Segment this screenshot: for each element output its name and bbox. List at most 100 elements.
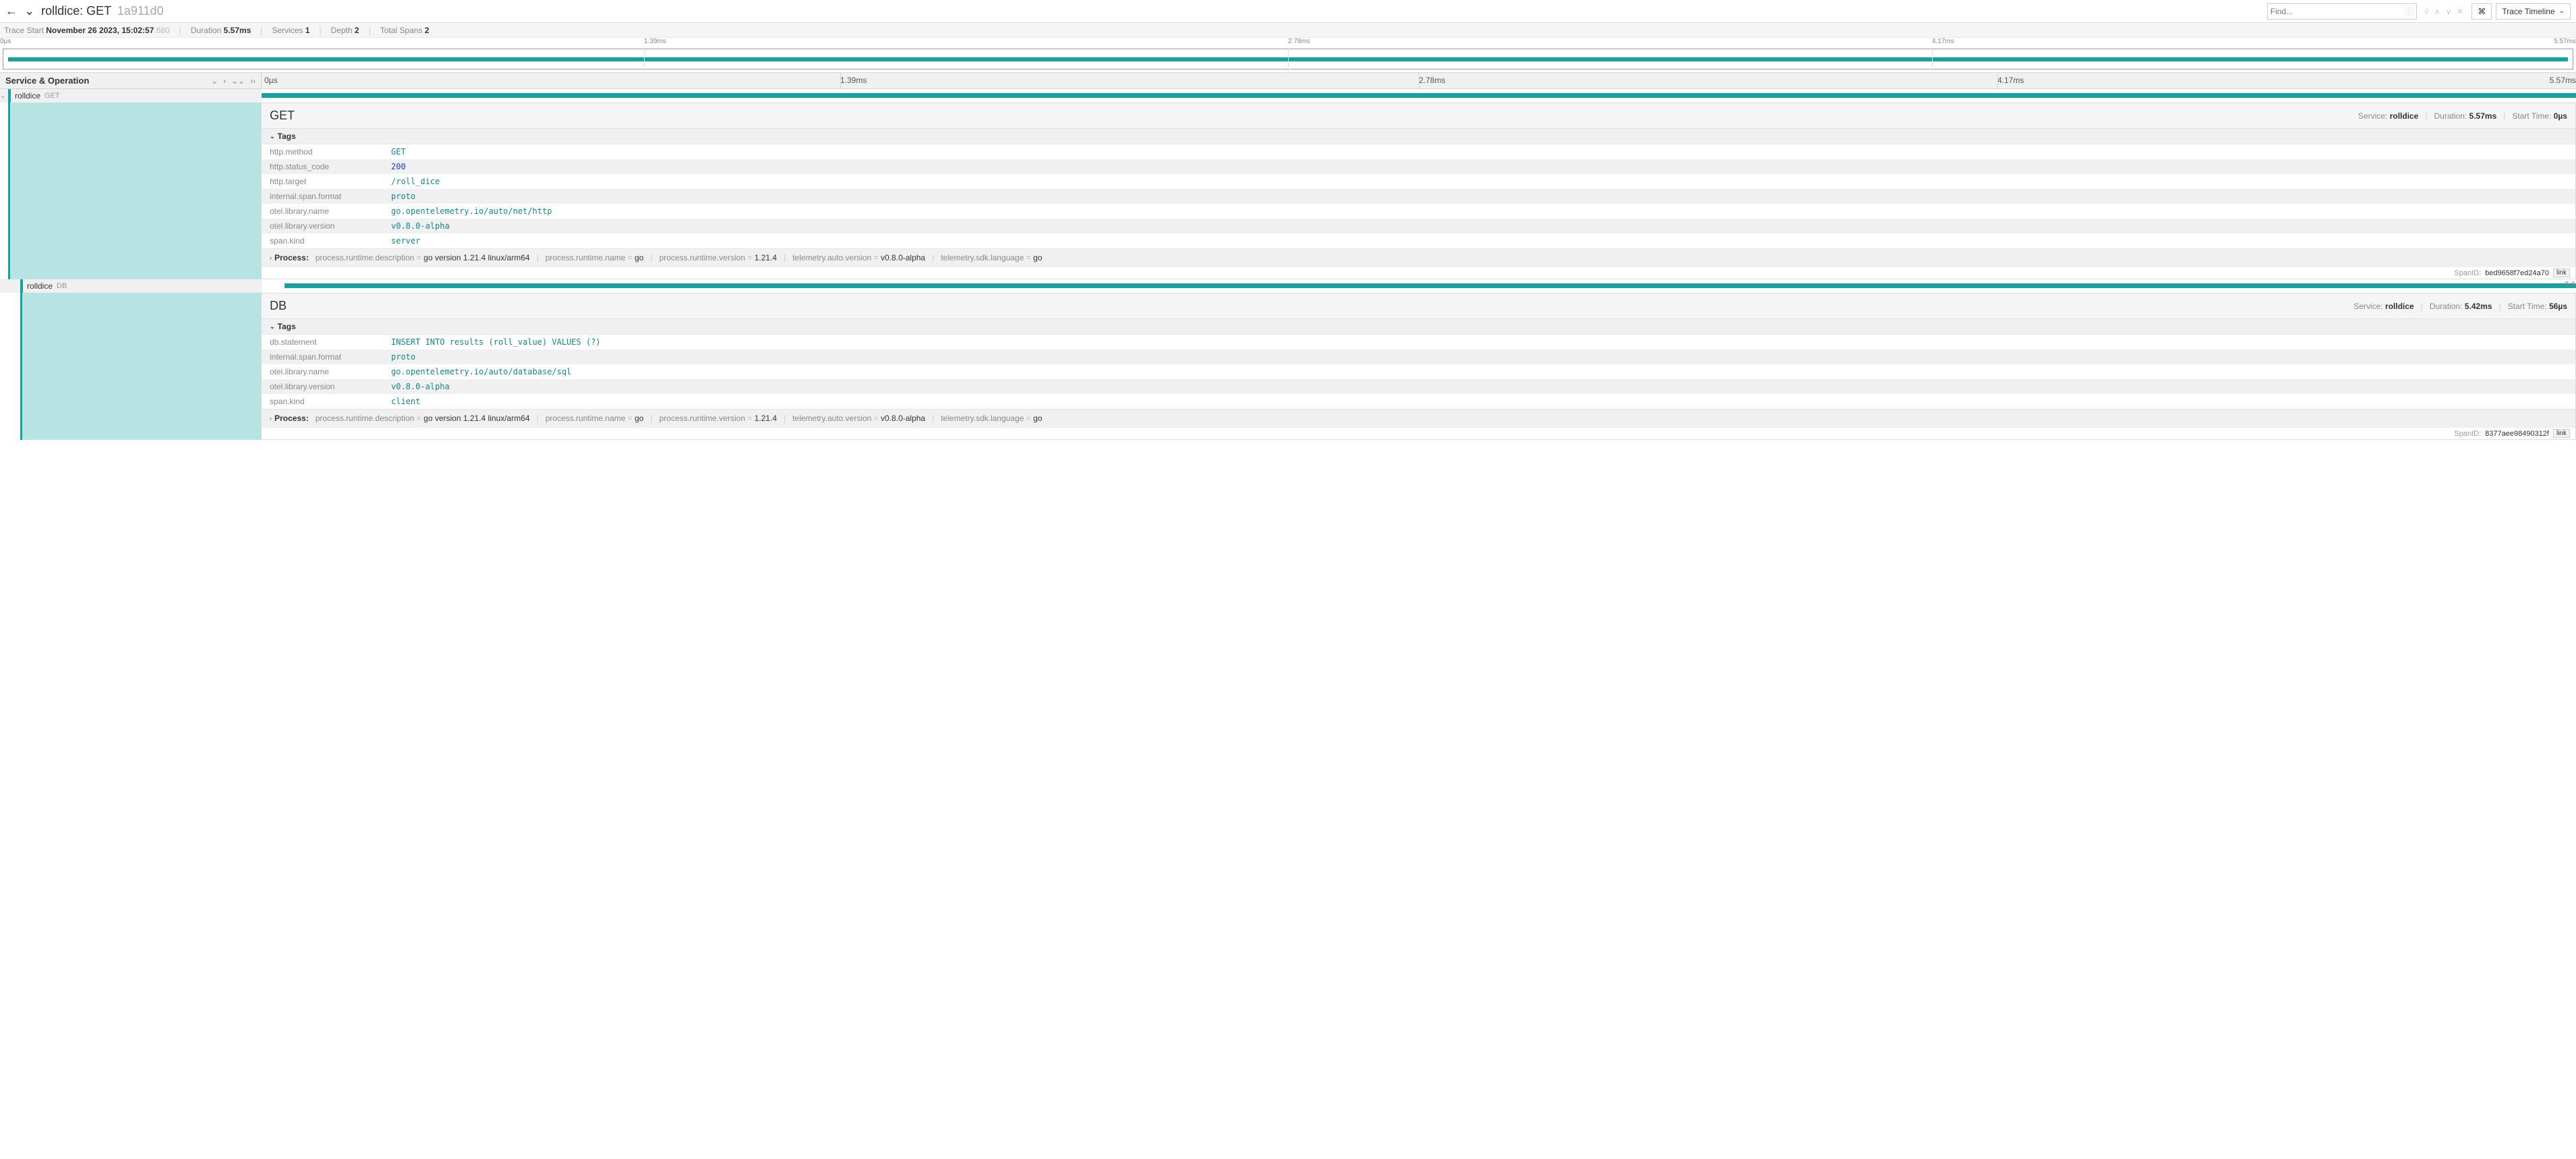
find-first-icon[interactable]: ◊ <box>2425 7 2429 16</box>
services-value: 1 <box>305 26 310 35</box>
summary-total-spans: Total Spans 2 <box>380 26 430 35</box>
tags-section-header[interactable]: ⌄ Tags <box>262 319 2575 335</box>
trace-minimap[interactable]: 0µs1.39ms2.78ms4.17ms5.57ms <box>0 38 2576 73</box>
tree-controls: ⌄ › ⌄⌄ ›› <box>211 76 256 86</box>
tag-row[interactable]: otel.library.versionv0.8.0-alpha <box>262 219 2575 233</box>
minimap-tick: 4.17ms <box>1932 38 1954 45</box>
tag-value: v0.8.0-alpha <box>383 379 2575 394</box>
find-close-icon[interactable]: ✕ <box>2457 7 2463 16</box>
find-box[interactable]: ⓘ <box>2267 3 2417 20</box>
tag-key: span.kind <box>262 394 383 409</box>
tag-row[interactable]: otel.library.versionv0.8.0-alpha <box>262 379 2575 394</box>
find-prev-icon[interactable]: ∧ <box>2434 7 2440 16</box>
ruler-tick: 4.17ms <box>1997 76 2024 85</box>
collapse-all-icon[interactable]: ⌄⌄ <box>231 76 245 86</box>
tag-row[interactable]: internal.span.formatproto <box>262 349 2575 364</box>
deep-link-button[interactable]: link <box>2553 268 2570 277</box>
help-icon[interactable]: ⓘ <box>2405 5 2413 17</box>
process-section[interactable]: ›Process:process.runtime.description = g… <box>262 248 2575 266</box>
process-section[interactable]: ›Process:process.runtime.description = g… <box>262 409 2575 427</box>
collapse-chevron-icon[interactable]: ⌄ <box>24 4 34 18</box>
detail-header: GETService: rolldice|Duration: 5.57ms|St… <box>262 103 2575 129</box>
minimap-gridline <box>644 47 645 72</box>
span-detail: GETService: rolldice|Duration: 5.57ms|St… <box>0 103 2576 279</box>
depth-label: Depth <box>331 26 353 35</box>
summary-trace-start: Trace Start November 26 2023, 15:02:57.6… <box>4 26 170 35</box>
tag-row[interactable]: otel.library.namego.opentelemetry.io/aut… <box>262 364 2575 379</box>
find-input[interactable] <box>2271 7 2405 16</box>
detail-gutter-edge <box>8 103 10 279</box>
tag-row[interactable]: span.kindclient <box>262 394 2575 409</box>
trace-title: rolldice: GET 1a911d0 <box>41 4 164 18</box>
detail-start: Start Time: 56µs <box>2508 302 2567 311</box>
service-color-chip <box>20 279 23 293</box>
tag-row[interactable]: otel.library.namego.opentelemetry.io/aut… <box>262 204 2575 219</box>
expand-all-icon[interactable]: ›› <box>250 76 256 86</box>
span-row[interactable]: ⌄rolldiceGET <box>0 89 2576 103</box>
total-spans-label: Total Spans <box>380 26 423 35</box>
process-kv: process.runtime.version = 1.21.4 <box>660 253 777 262</box>
span-bar-area[interactable] <box>262 89 2576 103</box>
tag-value: client <box>383 394 2575 409</box>
trace-body: ⌄rolldiceGETGETService: rolldice|Duratio… <box>0 89 2576 440</box>
tag-value: go.opentelemetry.io/auto/database/sql <box>383 364 2575 379</box>
detail-start: Start Time: 0µs <box>2512 111 2567 121</box>
process-kv: telemetry.sdk.language = go <box>941 253 1042 262</box>
span-toggle-icon[interactable]: ⌄ <box>0 92 5 100</box>
tag-row[interactable]: db.statementINSERT INTO results (roll_va… <box>262 335 2575 349</box>
service-color-chip <box>8 89 11 103</box>
view-selector-button[interactable]: Trace Timeline ⌄ <box>2496 3 2571 20</box>
trace-start-label: Trace Start <box>4 26 44 35</box>
collapse-one-icon[interactable]: ⌄ <box>211 76 218 86</box>
span-detail: DBService: rolldice|Duration: 5.42ms|Sta… <box>0 293 2576 440</box>
minimap-gridline <box>1288 47 1289 72</box>
tag-row[interactable]: http.status_code200 <box>262 159 2575 174</box>
depth-value: 2 <box>355 26 359 35</box>
find-next-icon[interactable]: ∨ <box>2446 7 2452 16</box>
detail-duration: Duration: 5.42ms <box>2430 302 2492 311</box>
ruler-tick: 1.39ms <box>840 76 867 85</box>
tags-table: http.methodGEThttp.status_code200http.ta… <box>262 144 2575 248</box>
span-label[interactable]: ⌄rolldiceGET <box>0 89 262 103</box>
separator: | <box>650 253 652 262</box>
process-kv: telemetry.auto.version = v0.8.0-alpha <box>792 253 925 262</box>
tag-row[interactable]: http.target/roll_dice <box>262 174 2575 189</box>
span-bar-area[interactable]: 5.4 <box>262 279 2576 293</box>
process-kv: telemetry.auto.version = v0.8.0-alpha <box>792 414 925 423</box>
detail-gutter <box>0 293 262 440</box>
detail-footer: SpanID:8377aee98490312flink <box>262 427 2575 439</box>
process-kv: telemetry.sdk.language = go <box>941 414 1042 423</box>
detail-duration: Duration: 5.57ms <box>2434 111 2497 121</box>
span-id-value: bed9658f7ed24a70 <box>2485 269 2549 277</box>
span-duration-bar <box>285 283 2576 288</box>
tags-table: db.statementINSERT INTO results (roll_va… <box>262 335 2575 409</box>
timeline-ruler: Service & Operation ⌄ › ⌄⌄ ›› 0µs1.39ms2… <box>0 73 2576 89</box>
separator: | <box>932 414 934 423</box>
expand-one-icon[interactable]: › <box>223 76 226 86</box>
process-label: Process: <box>274 253 309 262</box>
keyboard-shortcuts-button[interactable]: ⌘ <box>2471 3 2492 20</box>
tag-key: db.statement <box>262 335 383 349</box>
tags-section-header[interactable]: ⌄ Tags <box>262 129 2575 144</box>
chevron-down-icon: ⌄ <box>270 133 275 140</box>
tag-row[interactable]: span.kindserver <box>262 233 2575 248</box>
span-row[interactable]: rolldiceDB5.4 <box>0 279 2576 293</box>
separator: | <box>784 253 786 262</box>
duration-value: 5.57ms <box>224 26 252 35</box>
tag-value: proto <box>383 189 2575 204</box>
span-operation-name: GET <box>45 92 60 100</box>
ruler-tick: 0µs <box>264 76 278 85</box>
back-arrow-icon[interactable]: ← <box>5 4 18 18</box>
tag-key: internal.span.format <box>262 349 383 364</box>
services-label: Services <box>272 26 303 35</box>
header-right: ⓘ ◊ ∧ ∨ ✕ ⌘ Trace Timeline ⌄ <box>2267 3 2571 20</box>
tag-row[interactable]: internal.span.formatproto <box>262 189 2575 204</box>
tags-label: Tags <box>278 322 296 331</box>
span-label[interactable]: rolldiceDB <box>0 279 262 293</box>
detail-service: Service: rolldice <box>2353 302 2413 311</box>
tag-row[interactable]: http.methodGET <box>262 144 2575 159</box>
detail-gutter <box>0 103 262 279</box>
detail-meta: Service: rolldice|Duration: 5.42ms|Start… <box>2353 302 2567 311</box>
deep-link-button[interactable]: link <box>2553 429 2570 438</box>
tag-value: go.opentelemetry.io/auto/net/http <box>383 204 2575 219</box>
